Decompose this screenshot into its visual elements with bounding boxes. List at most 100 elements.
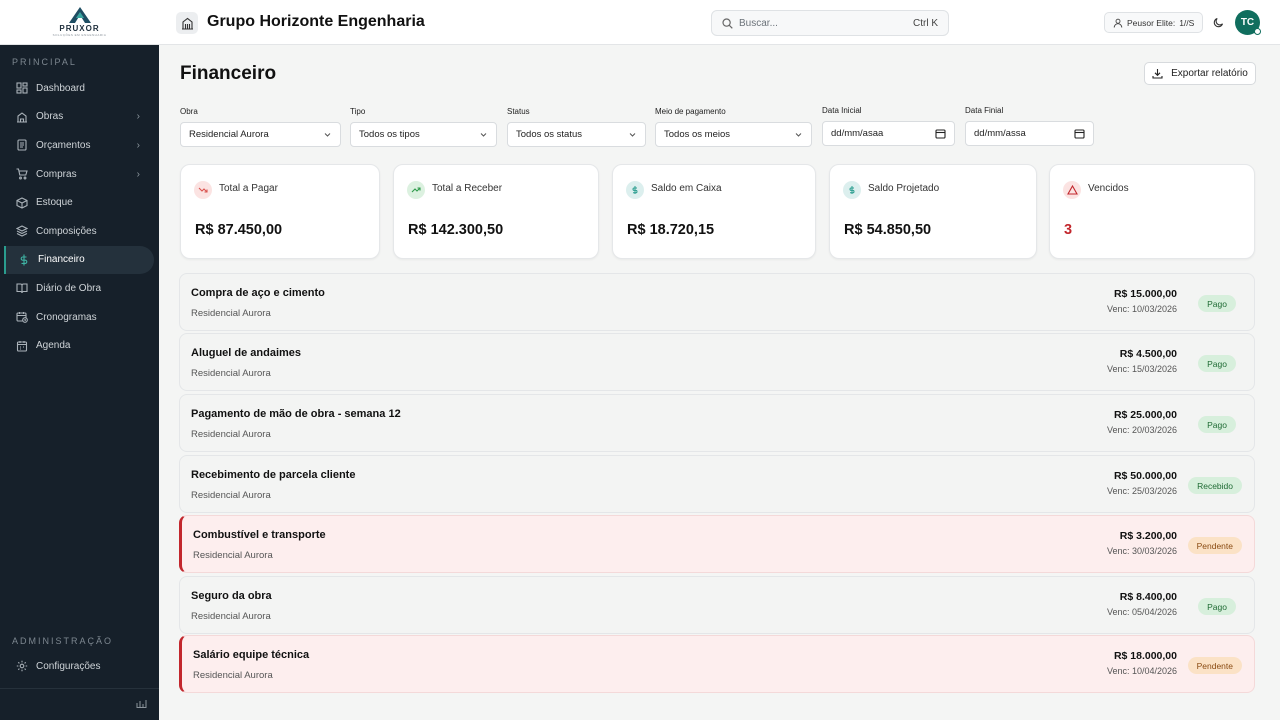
sidebar-item-obras[interactable]: Obras › <box>0 103 154 132</box>
brand-tagline: SOLUÇÕES EM ENGENHARIA <box>52 33 107 37</box>
dollar-icon <box>626 181 644 199</box>
filter-meio-pagamento: Meio de pagamento Todos os meios <box>655 107 812 147</box>
transaction-project: Residencial Aurora <box>191 490 271 501</box>
transaction-due-date: Venc: 15/03/2026 <box>1106 364 1177 374</box>
sidebar-item-label: Estoque <box>36 197 73 209</box>
transaction-due-date: Venc: 10/03/2026 <box>1106 304 1177 314</box>
transaction-title: Salário equipe técnica <box>193 649 310 661</box>
calendar-icon[interactable] <box>1074 128 1085 139</box>
filter-data-inicial: Data Inicial dd/mm/asaa <box>822 106 955 146</box>
filter-meio-value: Todos os meios <box>664 129 731 140</box>
card-vencidos: Vencidos 3 <box>1049 164 1255 259</box>
sidebar-item-orcamentos[interactable]: Orçamentos › <box>0 131 154 160</box>
filter-data-inicial-placeholder: dd/mm/asaa <box>831 128 884 139</box>
chevron-down-icon <box>480 133 487 137</box>
org-building-icon <box>176 12 198 34</box>
alert-triangle-icon <box>1063 181 1081 199</box>
table-row[interactable]: Salário equipe técnica Residencial Auror… <box>179 635 1255 693</box>
dashboard-icon <box>16 82 28 94</box>
layers-icon <box>16 225 28 237</box>
filter-data-final-input[interactable]: dd/mm/assa <box>965 121 1094 146</box>
sidebar-item-compras[interactable]: Compras › <box>0 160 154 189</box>
card-label: Saldo em Caixa <box>651 183 722 194</box>
transaction-due-date: Venc: 10/04/2026 <box>1106 666 1177 676</box>
status-badge: Pago <box>1198 598 1236 615</box>
avatar-status-dot <box>1254 28 1261 35</box>
sidebar-item-label: Obras <box>36 111 64 123</box>
table-row[interactable]: Compra de aço e cimento Residencial Auro… <box>179 273 1255 331</box>
filter-meio-select[interactable]: Todos os meios <box>655 122 812 147</box>
card-label: Vencidos <box>1088 183 1129 194</box>
sidebar-item-diario[interactable]: Diário de Obra <box>0 274 154 303</box>
sidebar-item-composicoes[interactable]: Composições <box>0 217 154 246</box>
status-badge: Pendente <box>1187 657 1242 674</box>
moon-icon <box>1213 17 1223 27</box>
section-principal: PRINCIPAL <box>12 57 77 67</box>
filter-obra-label: Obra <box>180 107 198 116</box>
plan-badge[interactable]: Peusor Elite: 1//S <box>1104 12 1204 33</box>
table-row[interactable]: Combustível e transporte Residencial Aur… <box>179 515 1255 573</box>
card-label: Total a Receber <box>432 183 503 194</box>
org-name[interactable]: Grupo Horizonte Engenharia <box>207 13 425 30</box>
trending-up-icon <box>407 181 425 199</box>
table-row[interactable]: Recebimento de parcela cliente Residenci… <box>179 455 1255 513</box>
filter-obra-select[interactable]: Residencial Aurora <box>180 122 341 147</box>
sidebar-item-financeiro[interactable]: Financeiro <box>4 245 154 275</box>
theme-toggle-button[interactable] <box>1211 15 1225 29</box>
chevron-down-icon <box>629 133 636 137</box>
logo[interactable]: PRUXOR SOLUÇÕES EM ENGENHARIA <box>0 0 159 45</box>
filter-data-final-label: Data Finial <box>965 106 1004 115</box>
sidebar-item-label: Compras <box>36 168 77 180</box>
filter-meio-label: Meio de pagamento <box>655 107 726 116</box>
filter-status-select[interactable]: Todos os status <box>507 122 646 147</box>
gear-icon <box>16 660 28 672</box>
sidebar-item-cronogramas[interactable]: Cronogramas <box>0 303 154 332</box>
filter-tipo-select[interactable]: Todos os tipos <box>350 122 497 147</box>
transaction-title: Seguro da obra <box>191 590 272 602</box>
calendar-icon[interactable] <box>935 128 946 139</box>
chevron-right-icon: › <box>136 168 140 180</box>
filter-obra: Obra Residencial Aurora <box>180 107 341 147</box>
card-value: R$ 87.450,00 <box>195 222 283 238</box>
table-row[interactable]: Aluguel de andaimes Residencial Aurora R… <box>179 333 1255 391</box>
sidebar-item-estoque[interactable]: Estoque <box>0 188 154 217</box>
transaction-project: Residencial Aurora <box>193 550 273 561</box>
card-value: R$ 18.720,15 <box>627 222 715 238</box>
table-row[interactable]: Pagamento de mão de obra - semana 12 Res… <box>179 394 1255 452</box>
export-report-label: Exportar relatório <box>1171 68 1248 79</box>
transaction-amount: R$ 8.400,00 <box>1119 591 1177 603</box>
logo-mark-icon <box>68 7 91 23</box>
transaction-due-date: Venc: 25/03/2026 <box>1106 486 1177 496</box>
sidebar-item-configuracoes[interactable]: Configurações <box>0 652 154 681</box>
search-icon <box>722 17 733 29</box>
export-report-button[interactable]: Exportar relatório <box>1144 62 1256 85</box>
chevron-right-icon: › <box>136 139 140 151</box>
user-icon <box>1113 18 1123 28</box>
sidebar-footer <box>0 688 159 720</box>
status-badge: Recebido <box>1188 477 1242 494</box>
plan-value: 1//S <box>1179 17 1195 28</box>
transaction-title: Recebimento de parcela cliente <box>191 469 356 481</box>
transaction-amount: R$ 4.500,00 <box>1119 348 1177 360</box>
sidebar: PRUXOR SOLUÇÕES EM ENGENHARIA PRINCIPAL … <box>0 0 159 720</box>
search-input[interactable]: Buscar... Ctrl K <box>711 10 949 36</box>
filter-tipo-label: Tipo <box>350 107 366 116</box>
sidebar-item-label: Agenda <box>36 340 71 352</box>
transaction-project: Residencial Aurora <box>191 308 271 319</box>
transaction-project: Residencial Aurora <box>191 368 271 379</box>
trending-down-icon <box>194 181 212 199</box>
plan-label: Peusor Elite: <box>1127 17 1176 28</box>
card-label: Total a Pagar <box>219 183 278 194</box>
table-row[interactable]: Seguro da obra Residencial Aurora R$ 8.4… <box>179 576 1255 634</box>
sidebar-item-dashboard[interactable]: Dashboard <box>0 74 154 103</box>
collapse-sidebar-icon[interactable] <box>136 699 147 711</box>
transaction-due-date: Venc: 20/03/2026 <box>1106 425 1177 435</box>
chevron-down-icon <box>324 133 331 137</box>
top-header: Grupo Horizonte Engenharia Buscar... Ctr… <box>159 0 1280 45</box>
sidebar-item-agenda[interactable]: Agenda <box>0 331 154 360</box>
calendar-clock-icon <box>16 311 28 323</box>
sidebar-nav: Dashboard Obras › Orçamentos › Compras ›… <box>0 74 159 360</box>
box-icon <box>16 197 28 209</box>
sidebar-item-label: Composições <box>36 225 97 237</box>
filter-data-inicial-input[interactable]: dd/mm/asaa <box>822 121 955 146</box>
